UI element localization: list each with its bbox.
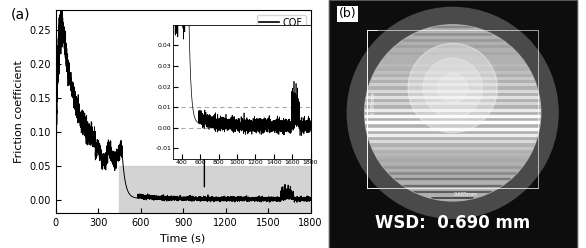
Circle shape [423,58,482,118]
Text: WSD:  0.690 mm: WSD: 0.690 mm [375,214,530,232]
Bar [367,30,539,188]
Circle shape [408,43,498,133]
Text: 0.695mm: 0.695mm [371,91,376,115]
Text: 0.685mm: 0.685mm [453,192,477,197]
Circle shape [364,25,541,201]
Circle shape [347,7,558,218]
Legend: COF: COF [257,15,306,31]
X-axis label: Time (s): Time (s) [161,234,206,244]
Circle shape [438,73,468,103]
Y-axis label: Friction coefficient: Friction coefficient [13,60,23,163]
Text: (b): (b) [339,7,356,20]
Text: (a): (a) [11,8,30,22]
